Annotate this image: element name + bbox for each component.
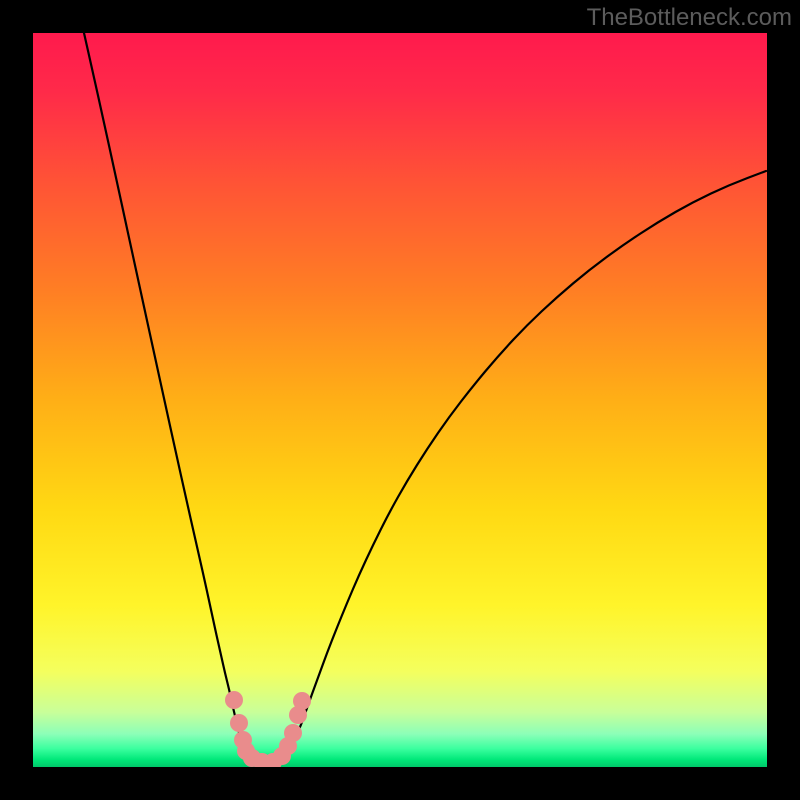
curve-marker [293, 692, 311, 710]
frame-bottom [0, 767, 800, 800]
curve-marker [284, 724, 302, 742]
frame-left [0, 0, 33, 800]
curve-marker [230, 714, 248, 732]
frame-right [767, 0, 800, 800]
curve-marker [225, 691, 243, 709]
watermark-text: TheBottleneck.com [587, 4, 792, 32]
plot-area [33, 33, 767, 767]
marker-layer [33, 33, 767, 767]
